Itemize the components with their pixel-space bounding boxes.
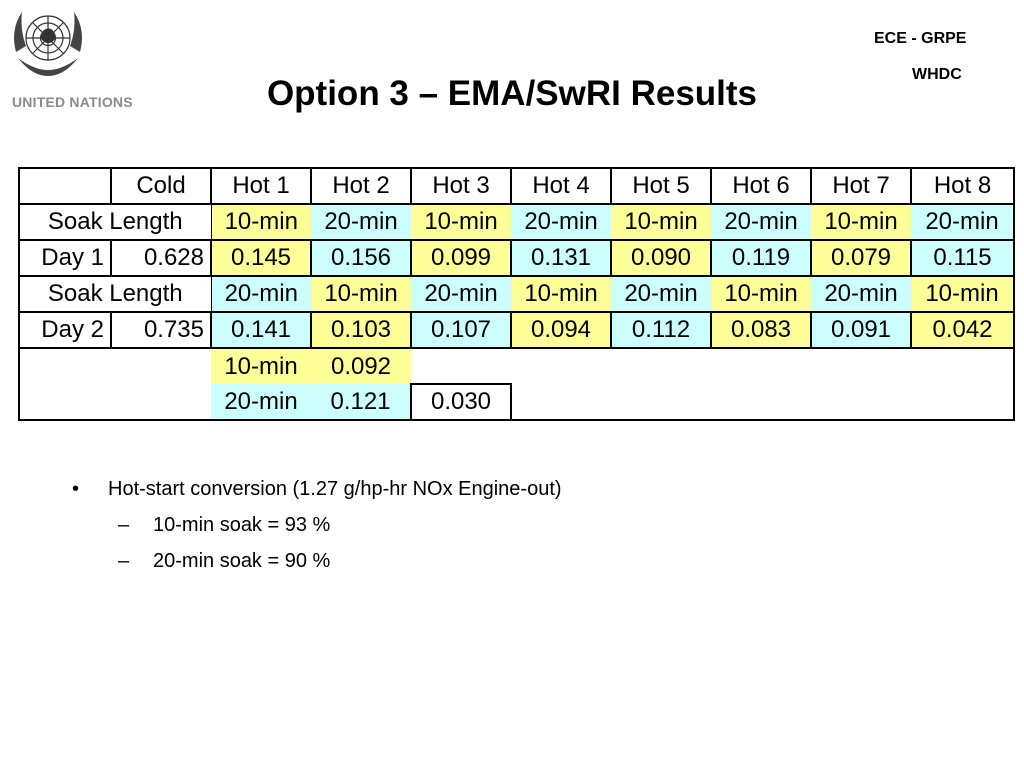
header-cell-hot1: Hot 1 <box>210 167 311 205</box>
un-emblem-icon <box>14 12 82 76</box>
soak-cell: 20-min <box>911 203 1015 240</box>
header-cell-hot8: Hot 8 <box>910 167 1015 205</box>
soak-length-label: Soak Length <box>18 275 211 312</box>
soak-length-label: Soak Length <box>18 203 211 240</box>
value-cell: 0.083 <box>710 311 811 349</box>
header-cell-hot5: Hot 5 <box>610 167 711 205</box>
sub-bullet-text: 10-min soak = 93 % <box>153 514 331 536</box>
soak-cell: 10-min <box>411 203 511 240</box>
day-label: Day 1 <box>18 239 111 277</box>
header-cell-hot4: Hot 4 <box>510 167 611 205</box>
soak-cell: 10-min <box>911 275 1015 312</box>
summary-ten-value: 0.092 <box>311 348 411 384</box>
table-header-row: Cold Hot 1 Hot 2 Hot 3 Hot 4 Hot 5 Hot 6… <box>18 167 1015 205</box>
bullet-text: Hot-start conversion (1.27 g/hp-hr NOx E… <box>108 478 562 500</box>
value-cell: 0.107 <box>410 311 511 349</box>
value-cell: 0.091 <box>810 311 911 349</box>
soak-cell: 20-min <box>411 275 511 312</box>
summary-empty-right <box>411 348 1015 384</box>
soak-cell: 20-min <box>811 275 911 312</box>
soak-cell: 20-min <box>611 275 711 312</box>
slide-title: Option 3 – EMA/SwRI Results <box>266 74 758 113</box>
bullet-icon: • <box>72 478 80 500</box>
header-committee: ECE - GRPE <box>874 30 967 47</box>
summary-twenty-label: 20-min <box>211 384 311 421</box>
summary-empty-left <box>18 348 211 421</box>
value-cell: 0.156 <box>310 239 411 277</box>
summary-empty-right <box>511 384 1015 421</box>
cold-value: 0.735 <box>110 311 211 349</box>
value-cell: 0.042 <box>910 311 1015 349</box>
soak-cell: 20-min <box>511 203 611 240</box>
value-cell: 0.115 <box>910 239 1015 277</box>
organization-name: UNITED NATIONS <box>12 94 133 110</box>
soak-cell: 20-min <box>210 275 311 312</box>
header-cell-hot2: Hot 2 <box>310 167 411 205</box>
value-cell: 0.112 <box>610 311 711 349</box>
table-row: Soak Length 20-min 10-min 20-min 10-min … <box>18 275 1015 312</box>
day-label: Day 2 <box>18 311 111 349</box>
soak-cell: 10-min <box>511 275 611 312</box>
results-table: Cold Hot 1 Hot 2 Hot 3 Hot 4 Hot 5 Hot 6… <box>18 167 1015 421</box>
header-cell-hot3: Hot 3 <box>410 167 511 205</box>
soak-cell: 10-min <box>611 203 711 240</box>
value-cell: 0.090 <box>610 239 711 277</box>
soak-cell: 20-min <box>711 203 811 240</box>
value-cell: 0.103 <box>310 311 411 349</box>
value-cell: 0.131 <box>510 239 611 277</box>
summary-ten-label: 10-min <box>211 348 311 384</box>
header-cell-hot7: Hot 7 <box>810 167 911 205</box>
soak-cell: 10-min <box>811 203 911 240</box>
cold-value: 0.628 <box>110 239 211 277</box>
soak-cell: 10-min <box>711 275 811 312</box>
table-row: Soak Length 10-min 20-min 10-min 20-min … <box>18 203 1015 240</box>
header-cell-hot6: Hot 6 <box>710 167 811 205</box>
value-cell: 0.079 <box>810 239 911 277</box>
header-group: WHDC <box>912 66 962 83</box>
soak-cell: 20-min <box>311 203 411 240</box>
summary-difference-value: 0.030 <box>410 383 512 421</box>
results-table-container: Cold Hot 1 Hot 2 Hot 3 Hot 4 Hot 5 Hot 6… <box>18 167 1015 423</box>
header-cell-empty <box>18 167 111 205</box>
dash-icon: – <box>118 514 130 536</box>
dash-icon: – <box>118 550 130 572</box>
summary-twenty-value: 0.121 <box>311 384 411 421</box>
table-row: Day 1 0.628 0.145 0.156 0.099 0.131 0.09… <box>18 239 1015 277</box>
summary-row-twenty-min: 20-min 0.121 0.030 <box>19 383 1015 421</box>
soak-cell: 10-min <box>210 203 311 240</box>
summary-row-ten-min: 10-min 0.092 <box>18 348 1015 421</box>
sub-bullet-text: 20-min soak = 90 % <box>153 550 331 572</box>
value-cell: 0.119 <box>710 239 811 277</box>
value-cell: 0.094 <box>510 311 611 349</box>
soak-cell: 10-min <box>311 275 411 312</box>
value-cell: 0.141 <box>210 311 311 349</box>
header-cell-cold: Cold <box>110 167 211 205</box>
value-cell: 0.099 <box>410 239 511 277</box>
table-row: Day 2 0.735 0.141 0.103 0.107 0.094 0.11… <box>18 311 1015 349</box>
value-cell: 0.145 <box>210 239 311 277</box>
